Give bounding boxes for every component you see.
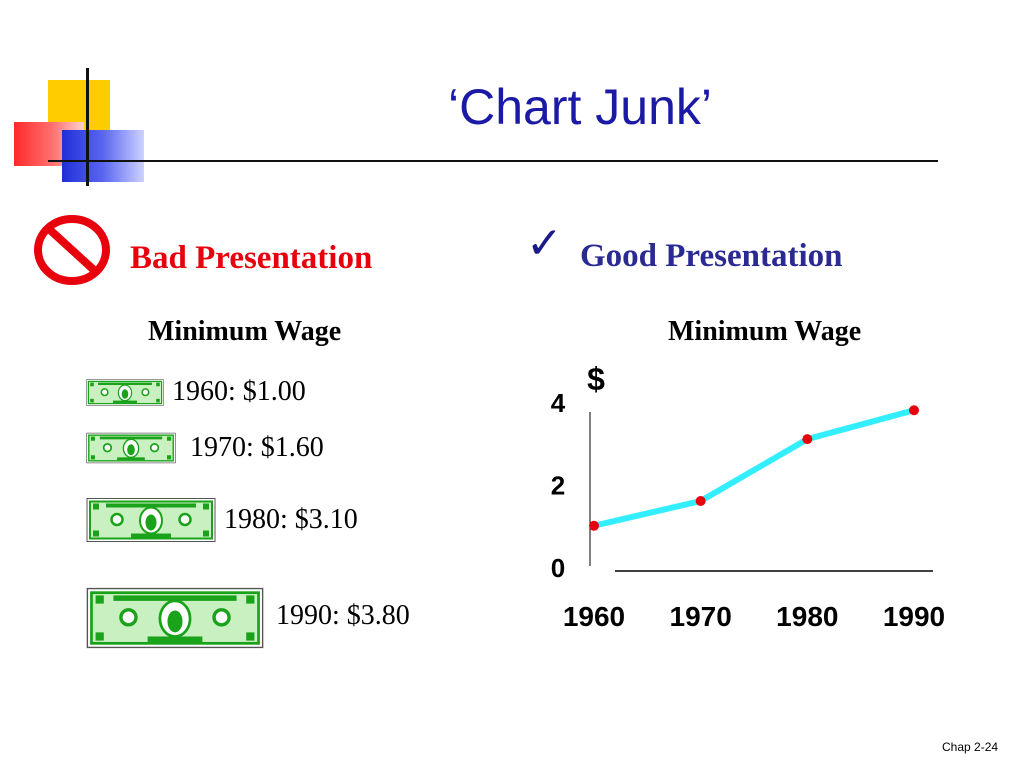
slide-title: ‘Chart Junk’ — [448, 79, 712, 135]
dollar-bill-icon-1970 — [86, 432, 176, 464]
x-tick-label: 1980 — [776, 601, 838, 632]
y-axis-label: $ — [587, 361, 605, 397]
x-tick-label: 1990 — [883, 601, 945, 632]
y-tick-label: 2 — [551, 471, 565, 501]
bad-presentation-heading: Bad Presentation — [130, 240, 373, 276]
y-tick-label: 4 — [551, 388, 566, 418]
decor-vertical-line — [86, 68, 89, 186]
dollar-bill-icon-1990 — [86, 587, 264, 649]
dollar-bill-icon-1980 — [86, 498, 216, 542]
data-point — [909, 405, 919, 416]
chapter-page-number: Chap 2-24 — [942, 740, 999, 754]
x-tick-label: 1970 — [670, 601, 732, 632]
check-mark-icon: ✓ — [526, 218, 563, 269]
wage-label-1970: 1970: $1.60 — [190, 432, 324, 463]
x-tick-label: 1960 — [563, 601, 625, 632]
title-underline — [48, 160, 938, 162]
minimum-wage-line-chart: $ 0 2 4 1960 1970 1980 1990 — [551, 361, 945, 632]
good-presentation-heading: Good Presentation — [580, 238, 843, 274]
data-point — [695, 496, 706, 506]
good-chart-title: Minimum Wage — [668, 316, 862, 347]
prohibited-icon — [34, 215, 110, 285]
y-tick-label: 0 — [551, 553, 565, 583]
dollar-bill-icon-1960 — [86, 379, 164, 406]
decor-blue-square — [62, 130, 144, 182]
wage-label-1980: 1980: $3.10 — [224, 504, 358, 535]
bad-chart-title: Minimum Wage — [148, 316, 342, 347]
series-line — [591, 407, 917, 529]
data-point — [802, 434, 813, 445]
wage-label-1960: 1960: $1.00 — [172, 376, 306, 407]
data-point — [589, 520, 599, 531]
wage-label-1990: 1990: $3.80 — [276, 600, 410, 631]
